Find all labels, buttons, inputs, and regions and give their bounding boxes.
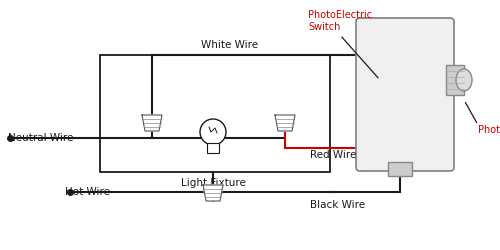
- Text: Neutral Wire: Neutral Wire: [8, 133, 74, 143]
- Ellipse shape: [456, 69, 472, 91]
- FancyBboxPatch shape: [446, 65, 464, 95]
- FancyBboxPatch shape: [356, 18, 454, 171]
- FancyBboxPatch shape: [207, 143, 219, 153]
- Polygon shape: [275, 115, 295, 131]
- Text: White Wire: White Wire: [202, 40, 258, 50]
- Text: Light Fixture: Light Fixture: [180, 178, 246, 188]
- Polygon shape: [203, 185, 223, 201]
- Text: PhotoElectric
Switch: PhotoElectric Switch: [308, 10, 372, 32]
- Text: Black Wire: Black Wire: [310, 200, 365, 210]
- Circle shape: [200, 119, 226, 145]
- FancyBboxPatch shape: [388, 162, 412, 176]
- Polygon shape: [142, 115, 162, 131]
- Text: Hot Wire: Hot Wire: [65, 187, 110, 197]
- Text: Red Wire: Red Wire: [310, 150, 356, 160]
- Bar: [100, 55, 330, 172]
- Text: Photocell: Photocell: [478, 125, 500, 135]
